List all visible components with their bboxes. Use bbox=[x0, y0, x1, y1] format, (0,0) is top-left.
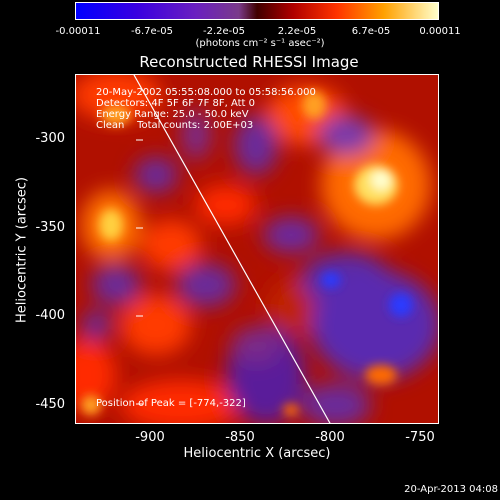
y-tick-label: -350 bbox=[35, 220, 65, 235]
timestamp: 20-Apr-2013 04:08 bbox=[404, 484, 498, 495]
colorbar-units: (photons cm⁻² s⁻¹ asec⁻²) bbox=[195, 38, 325, 49]
x-tick-label: -800 bbox=[315, 430, 345, 445]
image-plot: 20-May-2002 05:55:08.000 to 05:58:56.000… bbox=[75, 74, 439, 424]
y-axis-label: Heliocentric Y (arcsec) bbox=[14, 177, 30, 323]
x-axis-label: Heliocentric X (arcsec) bbox=[183, 446, 331, 461]
image-title: Reconstructed RHESSI Image bbox=[139, 53, 359, 71]
colorbar-tick-label: -0.00011 bbox=[55, 26, 101, 37]
y-tick-label: -450 bbox=[35, 397, 65, 412]
colorbar bbox=[75, 2, 439, 22]
info-energy-range: Energy Range: 25.0 - 50.0 keV bbox=[96, 109, 249, 120]
peak-position-label: Position of Peak = [-774,-322] bbox=[96, 398, 246, 409]
colorbar-tick-label: -6.7e-05 bbox=[131, 26, 173, 37]
colorbar-tick-label: 6.7e-05 bbox=[351, 26, 391, 37]
colorbar-tick-label: -2.2e-05 bbox=[203, 26, 245, 37]
info-time-range: 20-May-2002 05:55:08.000 to 05:58:56.000 bbox=[96, 87, 316, 98]
info-detectors: Detectors: 4F 5F 6F 7F 8F, Att 0 bbox=[96, 98, 256, 109]
heatmap-image bbox=[76, 75, 438, 423]
x-tick-label: -750 bbox=[405, 430, 435, 445]
y-tick-label: -300 bbox=[35, 131, 65, 146]
info-clean-counts: Clean Total counts: 2.00E+03 bbox=[96, 120, 254, 131]
x-tick-label: -900 bbox=[135, 430, 165, 445]
y-tick-label: -400 bbox=[35, 308, 65, 323]
colorbar-tick-label: 0.00011 bbox=[419, 26, 461, 37]
colorbar-gradient bbox=[75, 2, 439, 20]
solar-limb-line bbox=[133, 75, 331, 423]
x-tick-label: -850 bbox=[225, 430, 255, 445]
colorbar-tick-label: 2.2e-05 bbox=[277, 26, 317, 37]
